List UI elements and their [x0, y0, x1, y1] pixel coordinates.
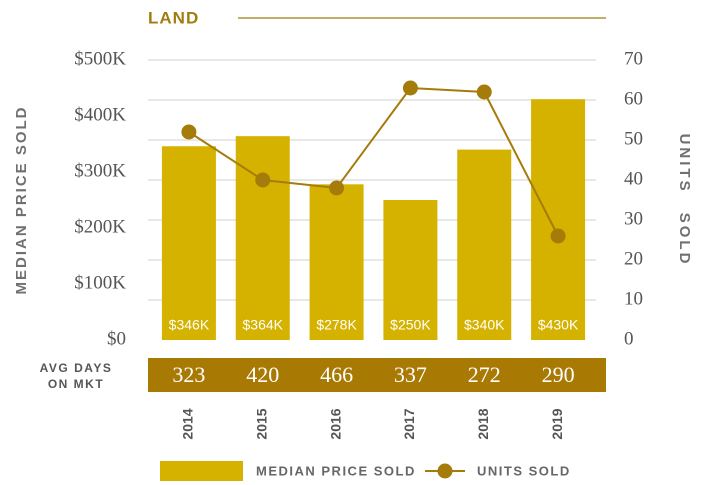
- y-tick-label: $200K: [74, 216, 126, 237]
- line-point: [476, 84, 492, 100]
- avg-days-value: 337: [394, 362, 427, 387]
- bar-value-label: $340K: [464, 317, 505, 333]
- x-tick-label: 2019: [549, 408, 565, 439]
- x-tick-label: 2016: [327, 408, 343, 439]
- line-point: [550, 228, 566, 244]
- bar-value-label: $278K: [316, 317, 357, 333]
- chart-title: LAND: [148, 8, 199, 27]
- avg-days-value: 290: [542, 362, 575, 387]
- y2-tick-label: 10: [624, 288, 643, 309]
- bar: [531, 99, 586, 340]
- x-tick-label: 2018: [475, 408, 491, 439]
- y-axis-label: MEDIAN PRICE SOLD: [13, 105, 30, 294]
- y2-tick-label: 40: [624, 168, 643, 189]
- avg-days-value: 420: [246, 362, 279, 387]
- legend-swatch: [160, 461, 243, 481]
- bar-value-label: $430K: [538, 317, 579, 333]
- legend-swatch: [437, 463, 453, 479]
- legend-label: UNITS SOLD: [477, 463, 571, 478]
- bar: [235, 136, 290, 340]
- y-tick-label: $100K: [74, 272, 126, 293]
- line-point: [402, 80, 418, 96]
- bar-value-label: $364K: [243, 317, 284, 333]
- x-tick-label: 2014: [180, 408, 196, 439]
- y2-tick-label: 70: [624, 48, 643, 69]
- avg-days-label: AVG DAYS: [40, 361, 113, 375]
- y2-tick-label: 0: [624, 328, 634, 349]
- bar: [161, 146, 216, 340]
- x-tick-label: 2017: [401, 408, 417, 439]
- bar: [457, 149, 512, 340]
- y2-tick-label: 30: [624, 208, 643, 229]
- y-tick-label: $0: [107, 328, 126, 349]
- line: [188, 86, 559, 237]
- line-point: [181, 124, 197, 140]
- avg-days-band: [148, 358, 606, 392]
- y2-tick-label: 50: [624, 128, 643, 149]
- bar: [309, 184, 364, 340]
- avg-days-label: ON MKT: [48, 377, 104, 391]
- legend-label: MEDIAN PRICE SOLD: [256, 463, 416, 478]
- bar-value-label: $346K: [169, 317, 210, 333]
- x-tick-label: 2015: [253, 408, 269, 439]
- y-tick-label: $300K: [74, 160, 126, 181]
- y-tick-label: $400K: [74, 104, 126, 125]
- avg-days-value: 272: [468, 362, 501, 387]
- y2-tick-label: 60: [624, 88, 643, 109]
- y2-tick-label: 20: [624, 248, 643, 269]
- line-point: [255, 172, 271, 188]
- bar: [383, 200, 438, 340]
- bar-value-label: $250K: [390, 317, 431, 333]
- avg-days-value: 323: [172, 362, 205, 387]
- y-tick-label: $500K: [74, 48, 126, 69]
- y2-axis-label: UNITS SOLD: [676, 134, 693, 267]
- avg-days-value: 466: [320, 362, 353, 387]
- line-point: [329, 180, 345, 196]
